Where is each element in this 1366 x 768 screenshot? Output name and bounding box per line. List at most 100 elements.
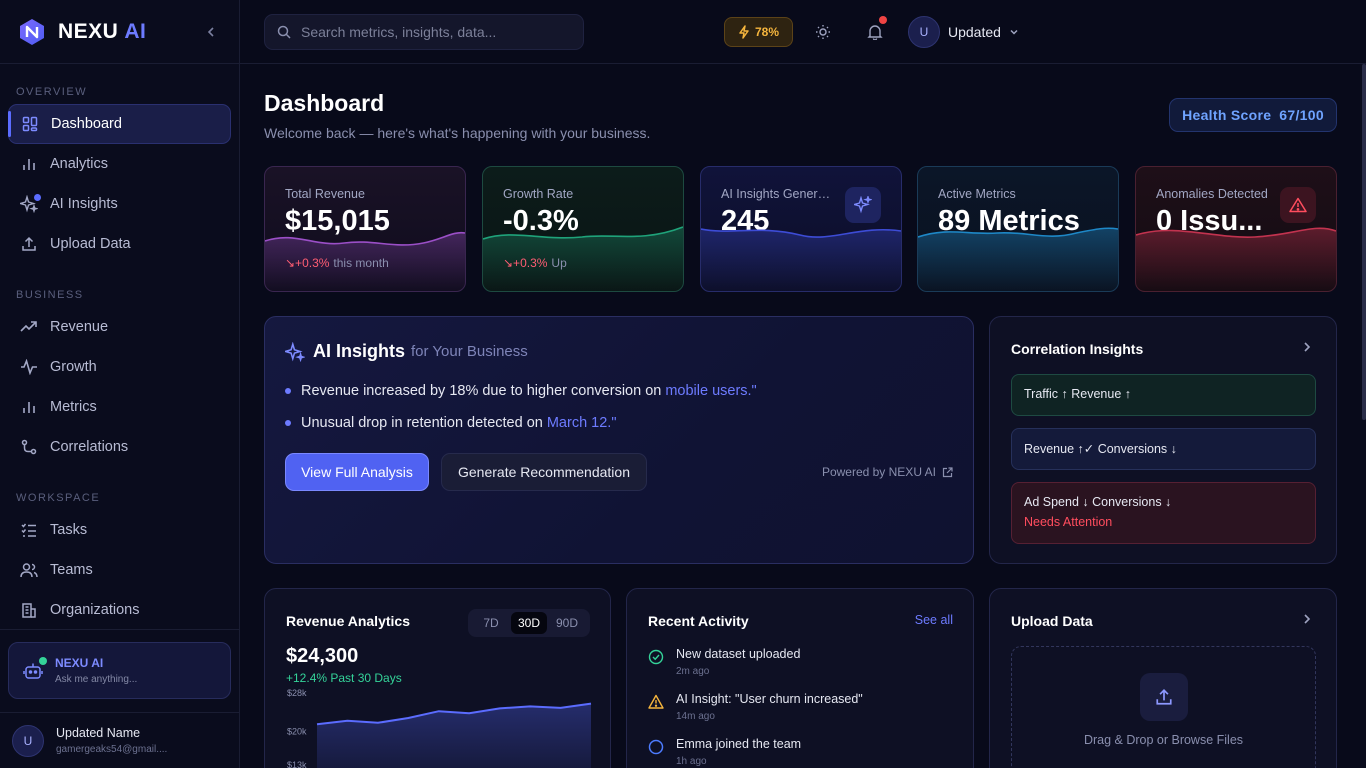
pulse-icon	[20, 358, 38, 376]
ai-insights-title: AI Insights	[313, 341, 406, 361]
sparkline	[265, 231, 465, 291]
kpi-label: AI Insights Genera...	[721, 187, 831, 201]
sparkles-icon	[285, 341, 305, 362]
revenue-area	[317, 703, 591, 768]
insight-link[interactable]: mobile users."	[665, 383, 757, 399]
see-all-link[interactable]: See all	[914, 613, 953, 627]
activity-text: AI Insight: "User churn increased"	[676, 692, 863, 706]
notifications-button[interactable]	[863, 16, 887, 44]
revenue-area-chart: $28k $20k $13k	[287, 689, 592, 768]
view-full-analysis-button[interactable]: View Full Analysis	[285, 453, 429, 491]
alert-triangle-icon	[1280, 187, 1316, 223]
bar-chart-icon	[20, 155, 38, 173]
search-box[interactable]	[264, 14, 584, 50]
ai-assistant-title: NEXU AI	[55, 656, 104, 670]
powered-by-text: Powered by NEXU AI	[821, 465, 936, 479]
top-bar: 78% U Updated	[240, 0, 1366, 64]
warning-icon	[648, 694, 664, 709]
list-check-icon	[20, 521, 38, 539]
kpi-label: Growth Rate	[503, 187, 574, 201]
user-menu[interactable]: U Updated	[908, 16, 1019, 48]
collapse-sidebar-button[interactable]	[201, 22, 221, 42]
y-tick-label: $28k	[287, 689, 307, 698]
correlation-item[interactable]: Revenue ↑✓ Conversions ↓	[1011, 428, 1316, 470]
health-score-label: Health Score	[1182, 107, 1272, 123]
insight-link[interactable]: March 12."	[546, 415, 617, 431]
chevron-right-icon[interactable]	[1302, 341, 1312, 353]
nav-section-workspace: WORKSPACE	[16, 492, 101, 504]
chevron-left-icon	[207, 26, 214, 37]
health-score-badge[interactable]: Health Score 67/100	[1169, 98, 1337, 132]
ai-assistant-card[interactable]: NEXU AI Ask me anything...	[8, 642, 231, 699]
correlation-item[interactable]: Traffic ↑ Revenue ↑	[1011, 374, 1316, 416]
sidebar-item-label: Upload Data	[50, 236, 131, 252]
panel-title: Upload Data	[1011, 613, 1093, 629]
top-user-name: Updated	[948, 24, 1001, 40]
theme-toggle-button[interactable]	[811, 20, 835, 44]
sidebar-item-label: AI Insights	[50, 196, 118, 212]
brand-name: NEXU AI	[58, 19, 147, 43]
credits-value: 78%	[754, 25, 780, 39]
activity-item[interactable]: New dataset uploaded 2m ago	[648, 647, 800, 677]
sidebar-item-label: Analytics	[50, 156, 109, 172]
powered-by-link[interactable]: Powered by NEXU AI	[822, 465, 953, 479]
sidebar-item-analytics[interactable]: Analytics	[8, 144, 231, 184]
credits-badge[interactable]: 78%	[724, 17, 793, 47]
sidebar-item-correlations[interactable]: Correlations	[8, 427, 231, 467]
dropzone-text: Drag & Drop or Browse Files	[1083, 733, 1244, 747]
kpi-card-anomalies[interactable]: Anomalies Detected 0 Issu...	[1135, 166, 1337, 292]
range-30d[interactable]: 30D	[511, 612, 547, 634]
sidebar-item-teams[interactable]: Teams	[8, 550, 231, 590]
scrollbar-thumb[interactable]	[1362, 64, 1366, 420]
y-tick-label: $20k	[287, 726, 307, 736]
activity-item[interactable]: AI Insight: "User churn increased" 14m ag…	[648, 692, 863, 722]
sidebar-item-dashboard[interactable]: Dashboard	[8, 104, 231, 144]
sidebar-item-label: Growth	[50, 359, 97, 375]
ai-insights-panel: AI Insights for Your Business Revenue in…	[264, 316, 974, 564]
file-dropzone[interactable]: Drag & Drop or Browse Files	[1011, 646, 1316, 768]
sparkline	[918, 227, 1118, 291]
revenue-value: $24,300	[286, 645, 359, 667]
kpi-card-ai-insights[interactable]: AI Insights Genera... 245	[700, 166, 902, 292]
kpi-card-total-revenue[interactable]: Total Revenue $15,015 ↘+0.3% this month	[264, 166, 466, 292]
correlation-item[interactable]: Ad Spend ↓ Conversions ↓ Needs Attention	[1011, 482, 1316, 544]
insight-text: Unusual drop in retention detected on	[301, 415, 543, 431]
sidebar-item-growth[interactable]: Growth	[8, 347, 231, 387]
range-7d[interactable]: 7D	[483, 616, 499, 630]
activity-time: 14m ago	[676, 711, 715, 722]
chevron-right-icon[interactable]	[1302, 613, 1312, 625]
sidebar-item-label: Dashboard	[51, 116, 122, 132]
sidebar-item-upload-data[interactable]: Upload Data	[8, 224, 231, 264]
branch-icon	[20, 438, 38, 456]
trending-up-icon	[20, 318, 38, 336]
sidebar-item-organizations[interactable]: Organizations	[8, 590, 231, 630]
bot-icon	[23, 656, 47, 681]
range-90d[interactable]: 90D	[555, 616, 578, 630]
activity-time: 1h ago	[676, 756, 707, 767]
kpi-label: Total Revenue	[285, 187, 365, 201]
panel-title: Revenue Analytics	[286, 613, 410, 629]
correlation-text: Traffic ↑ Revenue ↑	[1024, 387, 1131, 401]
page-scrollbar[interactable]	[1360, 64, 1366, 768]
sidebar-item-revenue[interactable]: Revenue	[8, 307, 231, 347]
sidebar-item-tasks[interactable]: Tasks	[8, 510, 231, 550]
sun-icon	[816, 25, 830, 39]
health-score-value: 67/100	[1279, 107, 1324, 123]
search-input[interactable]	[301, 24, 571, 40]
revenue-delta: +12.4% Past 30 Days	[286, 671, 402, 685]
kpi-card-growth-rate[interactable]: Growth Rate -0.3% ↘+0.3% Up	[482, 166, 684, 292]
external-link-icon	[942, 466, 953, 477]
bell-icon	[867, 25, 883, 40]
sidebar-item-label: Metrics	[50, 399, 97, 415]
activity-item[interactable]: Emma joined the team 1h ago	[648, 737, 801, 767]
sidebar-item-metrics[interactable]: Metrics	[8, 387, 231, 427]
kpi-delta: ↘+0.3% Up	[503, 256, 663, 270]
generate-recommendation-button[interactable]: Generate Recommendation	[441, 453, 647, 491]
activity-text: New dataset uploaded	[676, 647, 801, 661]
kpi-card-active-metrics[interactable]: Active Metrics 89 Metrics	[917, 166, 1119, 292]
nav-section-business: BUSINESS	[16, 289, 84, 301]
sparkline	[701, 228, 901, 291]
sidebar-user-profile[interactable]: U Updated Name gamergeaks54@gmail....	[0, 712, 240, 768]
needs-attention-label: Needs Attention	[1024, 515, 1113, 529]
sidebar-item-ai-insights[interactable]: AI Insights	[8, 184, 231, 224]
